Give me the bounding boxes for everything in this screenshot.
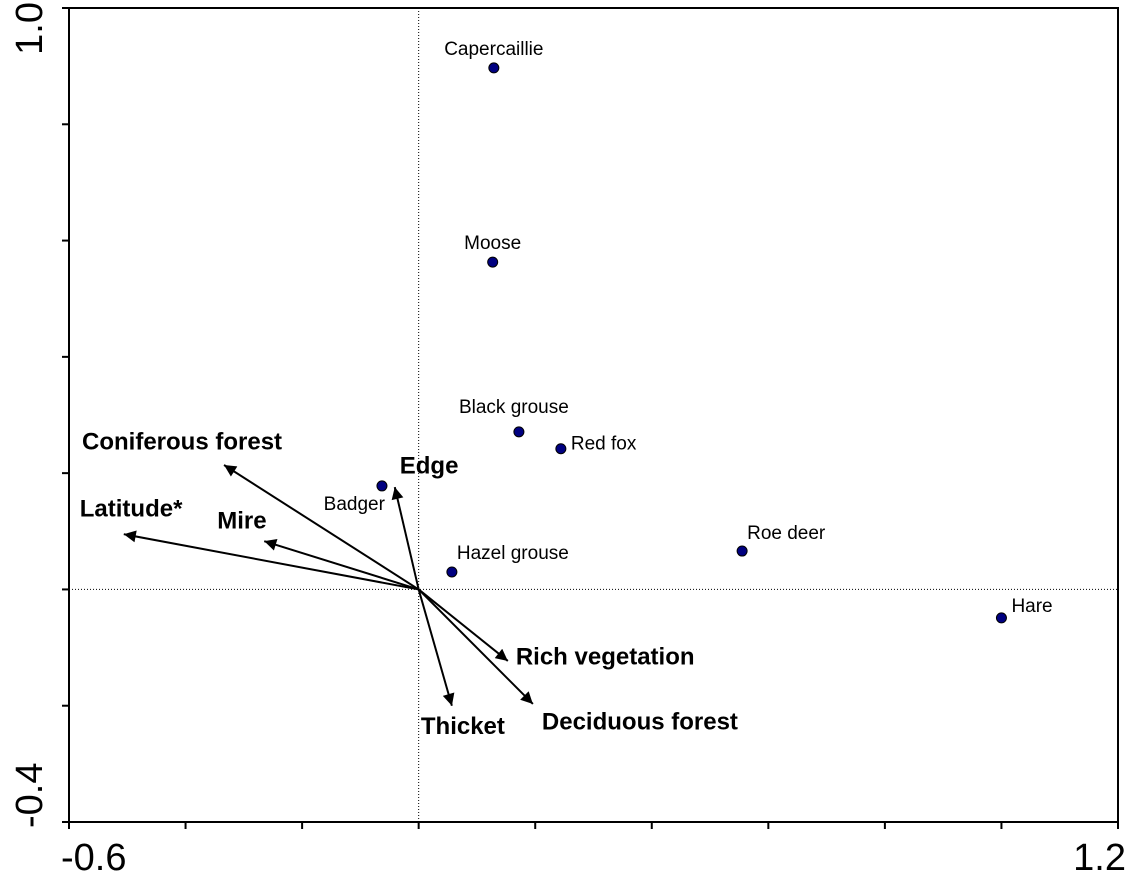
species-point bbox=[736, 545, 748, 557]
species-point bbox=[513, 426, 525, 438]
plot-frame bbox=[68, 7, 1119, 823]
species-label: Red fox bbox=[571, 434, 637, 455]
vector-label: Coniferous forest bbox=[82, 428, 282, 455]
vector-arrow bbox=[418, 588, 509, 662]
species-label: Black grouse bbox=[459, 397, 569, 418]
species-point bbox=[995, 612, 1007, 624]
species-label: Capercaillie bbox=[444, 39, 543, 60]
vector-label: Edge bbox=[400, 452, 459, 479]
species-point bbox=[555, 443, 567, 455]
vector-arrow bbox=[417, 589, 455, 706]
species-point bbox=[446, 566, 458, 578]
species-label: Moose bbox=[464, 233, 521, 254]
vector-label: Thicket bbox=[421, 713, 505, 740]
species-label: Hare bbox=[1011, 596, 1052, 617]
species-label: Roe deer bbox=[747, 523, 826, 544]
species-label: Badger bbox=[324, 494, 386, 515]
y-tick-label: 1.0 bbox=[9, 2, 51, 55]
vector-label: Rich vegetation bbox=[516, 643, 695, 670]
vector-arrow bbox=[391, 486, 420, 590]
x-tick-label: 1.2 bbox=[1073, 837, 1126, 879]
vector-label: Latitude* bbox=[80, 496, 183, 523]
x-tick-label: -0.6 bbox=[61, 837, 126, 879]
vector-arrow bbox=[223, 464, 420, 591]
species-point bbox=[376, 480, 388, 492]
species-point bbox=[488, 62, 500, 74]
vector-label: Deciduous forest bbox=[542, 708, 738, 735]
species-label: Hazel grouse bbox=[457, 543, 569, 564]
vector-arrow bbox=[263, 539, 419, 591]
vector-arrow bbox=[417, 588, 534, 705]
y-tick-label: -0.4 bbox=[9, 763, 51, 828]
species-point bbox=[487, 256, 499, 268]
vector-arrow bbox=[123, 530, 419, 591]
vector-label: Mire bbox=[217, 508, 266, 535]
